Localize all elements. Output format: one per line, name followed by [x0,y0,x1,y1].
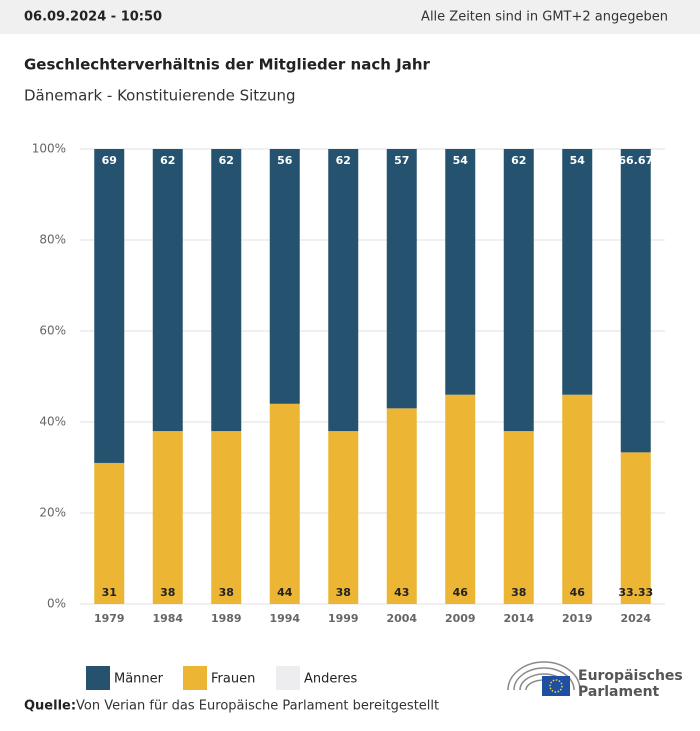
x-tick-label: 2024 [620,612,651,625]
value-label: 62 [336,154,351,167]
x-tick-label: 1989 [211,612,242,625]
value-label: 69 [102,154,117,167]
legend: Männer Frauen Anderes [86,666,357,690]
y-tick-label: 60% [39,324,66,338]
logo-text: Parlament [578,684,660,700]
bar-segment [269,149,300,404]
bar-segment [328,149,359,432]
legend-label: Frauen [211,672,255,687]
logo-stars [549,679,563,693]
value-label: 46 [453,586,469,599]
logo-flag [542,676,570,696]
value-label: 62 [160,154,175,167]
value-label: 38 [511,586,526,599]
value-label: 43 [394,586,409,599]
value-label: 46 [570,586,586,599]
value-label: 62 [219,154,234,167]
chart-title: Geschlechterverhältnis der Mitglieder na… [24,56,431,74]
source-text: Von Verian für das Europäische Parlament… [76,699,439,714]
legend-swatch [276,666,300,690]
x-tick-label: 1994 [269,612,300,625]
y-tick-label: 40% [39,415,66,429]
bars: 31 69 1979 38 62 1984 38 62 1989 44 56 1994 38 62 1999… [94,149,653,625]
legend-swatch [86,666,110,690]
y-tick-label: 20% [39,506,66,520]
logo-text: Europäisches [578,668,683,684]
chart-subtitle: Dänemark - Konstituierende Sitzung [24,87,296,105]
bar-segment [94,149,125,463]
source-label: Quelle: [24,699,76,714]
bar-segment [620,452,651,604]
value-label: 38 [160,586,175,599]
bar-segment [562,394,593,604]
y-tick-label: 80% [39,233,66,247]
y-tick-label: 100% [32,142,66,156]
value-label: 38 [219,586,234,599]
bar-segment [445,394,476,604]
x-tick-label: 1984 [152,612,183,625]
header-bar [0,0,700,34]
value-label: 66.67 [618,154,653,167]
x-tick-label: 2014 [503,612,534,625]
bar-segment [503,149,534,432]
legend-label: Anderes [304,672,357,687]
value-label: 54 [570,154,586,167]
value-label: 33.33 [618,586,653,599]
x-tick-label: 1999 [328,612,359,625]
value-label: 31 [102,586,117,599]
value-label: 57 [394,154,409,167]
value-label: 56 [277,154,293,167]
bar-segment [503,431,534,604]
timezone-note: Alle Zeiten sind in GMT+2 angegeben [421,10,668,25]
legend-label: Männer [114,672,164,687]
y-tick-label: 0% [47,597,66,611]
value-label: 62 [511,154,526,167]
value-label: 44 [277,586,293,599]
logo: Europäisches Parlament [507,661,683,700]
legend-swatch [183,666,207,690]
bar-segment [152,149,183,432]
bar-segment [445,149,476,395]
bar-segment [386,149,417,409]
value-label: 54 [453,154,469,167]
value-label: 38 [336,586,351,599]
x-tick-label: 2009 [445,612,476,625]
x-tick-label: 2004 [386,612,417,625]
timestamp: 06.09.2024 - 10:50 [24,10,162,25]
bar-segment [211,149,242,432]
bar-segment [152,431,183,604]
bar-segment [211,431,242,604]
bar-segment [94,462,125,604]
bar-segment [386,408,417,604]
x-tick-label: 1979 [94,612,125,625]
x-tick-label: 2019 [562,612,593,625]
bar-segment [620,149,651,453]
bar-segment [269,403,300,604]
bar-segment [328,431,359,604]
bar-segment [562,149,593,395]
